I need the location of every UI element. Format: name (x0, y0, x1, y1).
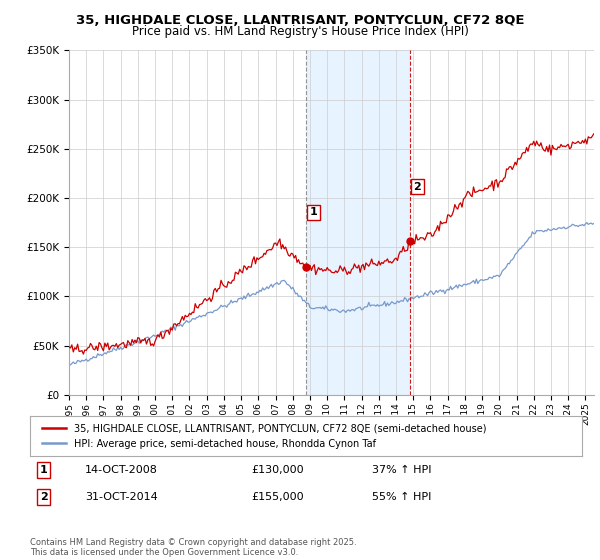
Text: 35, HIGHDALE CLOSE, LLANTRISANT, PONTYCLUN, CF72 8QE: 35, HIGHDALE CLOSE, LLANTRISANT, PONTYCL… (76, 14, 524, 27)
Text: 31-OCT-2014: 31-OCT-2014 (85, 492, 158, 502)
Text: 55% ↑ HPI: 55% ↑ HPI (372, 492, 431, 502)
Text: £130,000: £130,000 (251, 465, 304, 475)
Legend: 35, HIGHDALE CLOSE, LLANTRISANT, PONTYCLUN, CF72 8QE (semi-detached house), HPI:: 35, HIGHDALE CLOSE, LLANTRISANT, PONTYCL… (38, 420, 490, 452)
Text: 2: 2 (413, 181, 421, 192)
Text: 2: 2 (40, 492, 47, 502)
Text: Contains HM Land Registry data © Crown copyright and database right 2025.
This d: Contains HM Land Registry data © Crown c… (30, 538, 356, 557)
Text: 14-OCT-2008: 14-OCT-2008 (85, 465, 158, 475)
Text: Price paid vs. HM Land Registry's House Price Index (HPI): Price paid vs. HM Land Registry's House … (131, 25, 469, 38)
Text: 1: 1 (310, 207, 317, 217)
Text: 37% ↑ HPI: 37% ↑ HPI (372, 465, 432, 475)
Text: £155,000: £155,000 (251, 492, 304, 502)
Text: 1: 1 (40, 465, 47, 475)
